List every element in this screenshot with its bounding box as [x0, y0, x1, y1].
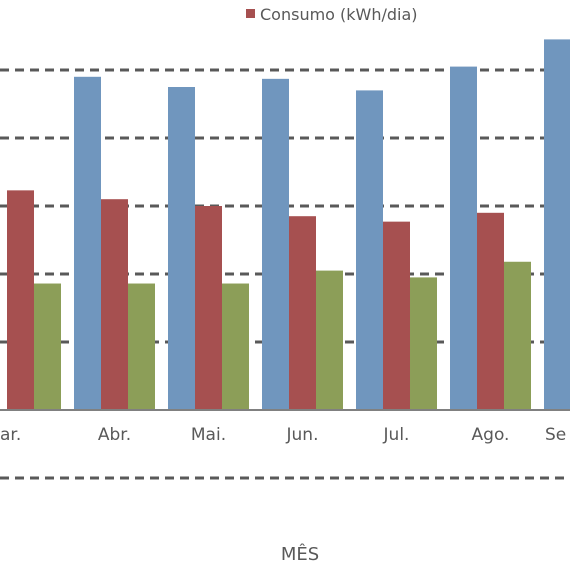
bar-series1-jun — [262, 78, 289, 410]
legend-swatch-consumo — [246, 9, 255, 18]
bar-series1-abr — [74, 76, 101, 411]
bar-series1-set — [544, 39, 570, 411]
bar-series1-ago — [450, 66, 477, 410]
bar-series3-jun — [316, 270, 343, 410]
x-tick-label: Se — [545, 425, 566, 445]
bar-series2-ago — [477, 212, 504, 410]
legend-label-consumo: Consumo (kWh/dia) — [260, 5, 418, 24]
x-axis-title: MÊS — [281, 543, 319, 565]
x-tick-label: Mai. — [191, 425, 226, 445]
bar-series3-mar — [34, 283, 61, 410]
bar-series3-jul — [410, 277, 437, 410]
legend: Consumo (kWh/dia) — [246, 5, 418, 24]
bar-series1-jul — [356, 90, 383, 411]
x-tick-labels: ar. Abr. Mai. Jun. Jul. Ago. Se — [0, 425, 566, 445]
x-tick-label: Jul. — [383, 425, 410, 445]
bar-series2-jun — [289, 216, 316, 410]
x-tick-label: Ago. — [472, 425, 510, 445]
bar-series2-abr — [101, 199, 128, 410]
bar-series3-mai — [222, 283, 249, 410]
bar-series3-ago — [504, 261, 531, 410]
bar-series3-abr — [128, 283, 155, 410]
bar-series2-mai — [195, 206, 222, 410]
bar-series2-jul — [383, 221, 410, 410]
bar-series1-mai — [168, 87, 195, 410]
x-tick-label: Jun. — [286, 425, 319, 445]
x-tick-label: Abr. — [98, 425, 131, 445]
bar-group — [7, 39, 570, 411]
bar-series2-mar — [7, 190, 34, 410]
x-tick-label: ar. — [0, 425, 21, 445]
